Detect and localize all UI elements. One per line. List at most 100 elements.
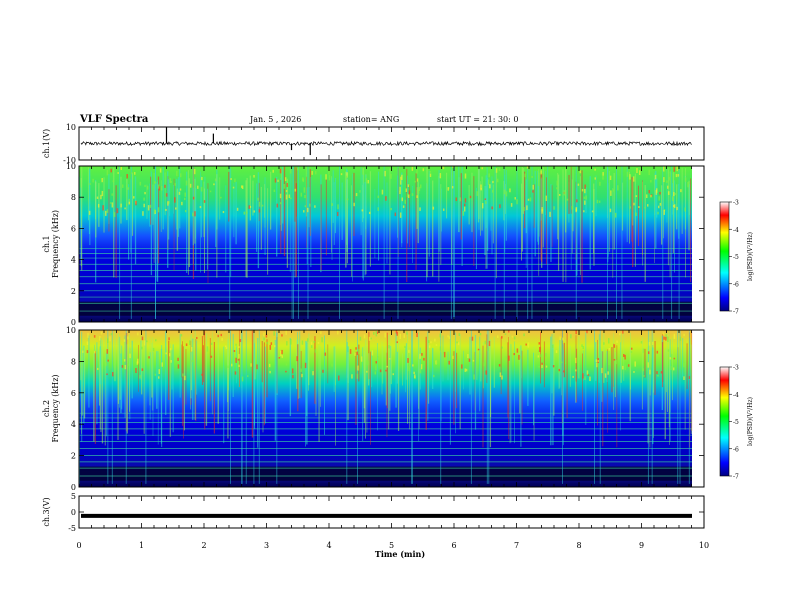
ch2-spectrogram-speckle xyxy=(423,357,425,361)
ch1-spectrogram-speckle xyxy=(236,207,239,211)
ch2-spectrogram-ylabel: ch.2 xyxy=(42,400,51,417)
ch2-spectrogram-speckle xyxy=(501,336,503,339)
ch2-spectrogram-speckle xyxy=(669,357,672,360)
ch1-waveform-ylabel: ch.1(V) xyxy=(42,129,51,158)
ch1-spectrogram-speckle xyxy=(667,191,670,195)
ch1-spectrogram-speckle xyxy=(549,211,551,217)
ch2-spectrogram-speckle xyxy=(127,336,129,340)
ch2-spectrogram-speckle xyxy=(428,345,431,348)
ch1-spectrogram-speckle xyxy=(583,196,586,200)
ch2-spectrogram-speckle xyxy=(375,330,378,337)
ch2-spectrogram-speckle xyxy=(143,340,146,346)
ch2-spectrogram-speckle xyxy=(86,350,89,354)
ch2-spectrogram-speckle xyxy=(461,364,463,369)
ch1-spectrogram-speckle xyxy=(531,175,533,179)
ch2-spectrogram-speckle xyxy=(447,335,449,338)
ch1-spectrogram-ylabel: ch.1 xyxy=(42,235,51,252)
ch2-spectrogram-speckle xyxy=(296,356,298,362)
ch1-spectrogram-colorbar-tick-label: -5 xyxy=(733,254,739,261)
ch1-spectrogram-speckle xyxy=(503,189,506,195)
ch1-spectrogram-speckle xyxy=(258,201,261,207)
ch2-spectrogram-speckle xyxy=(657,374,659,377)
ch1-spectrogram-speckle xyxy=(285,194,288,200)
ch2-spectrogram-speckle xyxy=(519,355,522,359)
ch3-waveform-panel: 5 0 -5 ch.3(V) xyxy=(42,492,705,533)
ch2-spectrogram-speckle xyxy=(263,332,265,337)
ch1-spectrogram-speckle xyxy=(411,166,414,171)
ch2-spectrogram-speckle xyxy=(558,368,561,372)
ch2-spectrogram-speckle xyxy=(649,369,651,375)
ch2-spectrogram-speckle xyxy=(540,354,542,358)
ch1-spectrogram-speckle xyxy=(245,211,248,214)
ch3-waveform-ytick-label: 0 xyxy=(71,508,76,517)
ch1-spectrogram-speckle xyxy=(672,196,674,202)
ch1-spectrogram-speckle xyxy=(135,200,137,206)
ch1-spectrogram-speckle xyxy=(419,207,421,211)
ch1-spectrogram-speckle xyxy=(101,190,104,197)
ch1-spectrogram-speckle xyxy=(273,189,276,192)
ch1-spectrogram-speckle xyxy=(157,184,160,189)
ch2-spectrogram-speckle xyxy=(670,365,672,370)
ch2-spectrogram-speckle xyxy=(484,340,487,345)
ch1-spectrogram-speckle xyxy=(377,195,380,199)
ch2-spectrogram-speckle xyxy=(158,369,160,375)
ch2-spectrogram-speckle xyxy=(541,362,543,365)
x-tick-label: 7 xyxy=(514,541,519,550)
ch1-spectrogram-speckle xyxy=(599,181,601,186)
ch1-spectrogram-speckle xyxy=(408,190,411,194)
ch2-spectrogram-speckle xyxy=(683,376,685,381)
ch1-spectrogram-speckle xyxy=(92,178,94,183)
ch2-spectrogram-speckle xyxy=(452,355,454,359)
ch2-spectrogram-speckle xyxy=(656,350,659,354)
ch2-spectrogram-speckle xyxy=(679,336,682,341)
ch2-spectrogram-speckle xyxy=(501,346,503,349)
ch2-spectrogram-speckle xyxy=(367,360,369,365)
ch1-spectrogram-speckle xyxy=(657,205,660,209)
ch1-spectrogram-speckle xyxy=(147,205,150,211)
ch1-spectrogram-speckle xyxy=(480,184,482,190)
ch2-spectrogram-speckle xyxy=(312,371,314,376)
ch1-spectrogram-speckle xyxy=(673,166,676,172)
ch1-spectrogram-speckle xyxy=(133,196,135,199)
ch2-spectrogram-speckle xyxy=(396,341,398,344)
ch1-spectrogram-speckle xyxy=(476,191,478,196)
ch2-spectrogram-speckle xyxy=(286,341,288,346)
ch2-spectrogram-speckle xyxy=(575,357,577,364)
ch2-spectrogram-speckle xyxy=(180,334,183,337)
ch1-spectrogram-speckle xyxy=(541,207,543,212)
ch1-spectrogram-speckle xyxy=(676,206,678,211)
ch1-spectrogram-speckle xyxy=(203,200,206,203)
ch1-spectrogram-speckle xyxy=(492,180,494,184)
ch2-spectrogram-speckle xyxy=(165,352,167,355)
ch2-spectrogram-speckle xyxy=(177,364,180,369)
ch2-spectrogram-speckle xyxy=(575,330,577,335)
ch2-spectrogram-speckle xyxy=(613,358,616,361)
ch2-spectrogram-speckle xyxy=(146,340,148,343)
ch2-spectrogram-speckle xyxy=(539,346,541,353)
ch2-spectrogram-ylabel: Frequency (kHz) xyxy=(51,374,60,442)
ch1-spectrogram-speckle xyxy=(126,203,128,206)
ch1-spectrogram-ytick-label: 8 xyxy=(71,193,76,202)
ch1-spectrogram-speckle xyxy=(612,189,615,192)
ch2-spectrogram-speckle xyxy=(105,362,107,366)
ch2-spectrogram-speckle xyxy=(608,338,610,344)
ch2-spectrogram-speckle xyxy=(210,355,213,358)
ch2-spectrogram-speckle xyxy=(673,357,676,360)
ch1-spectrogram-speckle xyxy=(496,178,499,183)
ch1-spectrogram-speckle xyxy=(505,191,508,197)
ch2-spectrogram-speckle xyxy=(281,334,283,337)
ch1-spectrogram-speckle xyxy=(127,187,130,190)
ch1-spectrogram-speckle xyxy=(340,173,343,176)
ch2-spectrogram-speckle xyxy=(121,365,124,368)
ch2-spectrogram-speckle xyxy=(217,334,219,338)
ch1-spectrogram-speckle xyxy=(645,194,648,198)
ch2-spectrogram-speckle xyxy=(395,330,398,334)
ch1-spectrogram-speckle xyxy=(355,193,358,197)
ch2-spectrogram-speckle xyxy=(516,348,519,353)
ch1-spectrogram-speckle xyxy=(144,191,146,195)
ch1-spectrogram-speckle xyxy=(143,203,145,208)
ch1-spectrogram-speckle xyxy=(253,175,255,178)
ch1-spectrogram-speckle xyxy=(192,196,195,200)
ch1-spectrogram-speckle xyxy=(524,173,526,178)
ch1-spectrogram-speckle xyxy=(308,203,311,207)
